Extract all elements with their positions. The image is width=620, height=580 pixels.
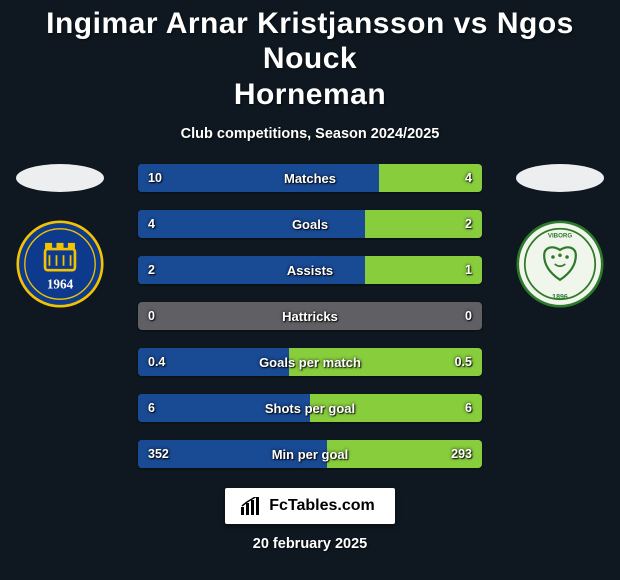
- stat-label: Matches: [284, 171, 336, 186]
- svg-text:1964: 1964: [47, 277, 74, 292]
- stat-label: Min per goal: [272, 447, 349, 462]
- stat-right-value: 1: [465, 256, 472, 284]
- right-player-silhouette: [516, 164, 604, 192]
- stat-label: Goals: [292, 217, 328, 232]
- bar-left-fill: [138, 210, 365, 238]
- footer-date: 20 february 2025: [253, 536, 367, 552]
- stat-left-value: 352: [148, 440, 169, 468]
- stat-right-value: 293: [451, 440, 472, 468]
- stat-right-value: 0.5: [455, 348, 472, 376]
- title-line-1: Ingimar Arnar Kristjansson vs Ngos Nouck: [46, 7, 574, 75]
- site-logo: FcTables.com: [225, 488, 395, 524]
- svg-text:1896: 1896: [552, 294, 568, 301]
- stat-row: 4 2 Goals: [138, 210, 482, 238]
- subtitle: Club competitions, Season 2024/2025: [181, 126, 440, 142]
- stat-left-value: 10: [148, 164, 162, 192]
- right-side: VIBORG 1896: [500, 164, 620, 308]
- site-name: FcTables.com: [269, 497, 375, 515]
- stat-right-value: 0: [465, 302, 472, 330]
- stat-right-value: 2: [465, 210, 472, 238]
- stat-label: Assists: [287, 263, 333, 278]
- stat-bars: 10 4 Matches 4 2 Goals 2 1 Assists 0 0 Hattricks 0.4…: [120, 164, 500, 468]
- stat-row: 2 1 Assists: [138, 256, 482, 284]
- brondby-crest-icon: 1964: [16, 220, 104, 308]
- page-title: Ingimar Arnar Kristjansson vs Ngos Nouck…: [0, 6, 620, 112]
- bar-chart-icon: [241, 497, 261, 515]
- stat-right-value: 4: [465, 164, 472, 192]
- comparison-card: Ingimar Arnar Kristjansson vs Ngos Nouck…: [0, 0, 620, 580]
- svg-text:VIBORG: VIBORG: [548, 233, 572, 240]
- stat-left-value: 0: [148, 302, 155, 330]
- stat-row: 10 4 Matches: [138, 164, 482, 192]
- stat-label: Hattricks: [282, 309, 338, 324]
- stat-left-value: 2: [148, 256, 155, 284]
- stat-left-value: 6: [148, 394, 155, 422]
- stat-row: 0 0 Hattricks: [138, 302, 482, 330]
- stat-row: 352 293 Min per goal: [138, 440, 482, 468]
- right-team-crest: VIBORG 1896: [516, 220, 604, 308]
- title-line-2: Horneman: [234, 78, 386, 111]
- left-player-silhouette: [16, 164, 104, 192]
- stat-row: 6 6 Shots per goal: [138, 394, 482, 422]
- stat-right-value: 6: [465, 394, 472, 422]
- stat-row: 0.4 0.5 Goals per match: [138, 348, 482, 376]
- stat-left-value: 4: [148, 210, 155, 238]
- main-row: 1964 10 4 Matches 4 2 Goals 2 1 Assists 0 0 Hattric…: [0, 164, 620, 468]
- stat-left-value: 0.4: [148, 348, 165, 376]
- bar-left-fill: [138, 164, 379, 192]
- stat-label: Goals per match: [259, 355, 361, 370]
- viborg-crest-icon: VIBORG 1896: [516, 220, 604, 308]
- left-team-crest: 1964: [16, 220, 104, 308]
- left-side: 1964: [0, 164, 120, 308]
- stat-label: Shots per goal: [265, 401, 355, 416]
